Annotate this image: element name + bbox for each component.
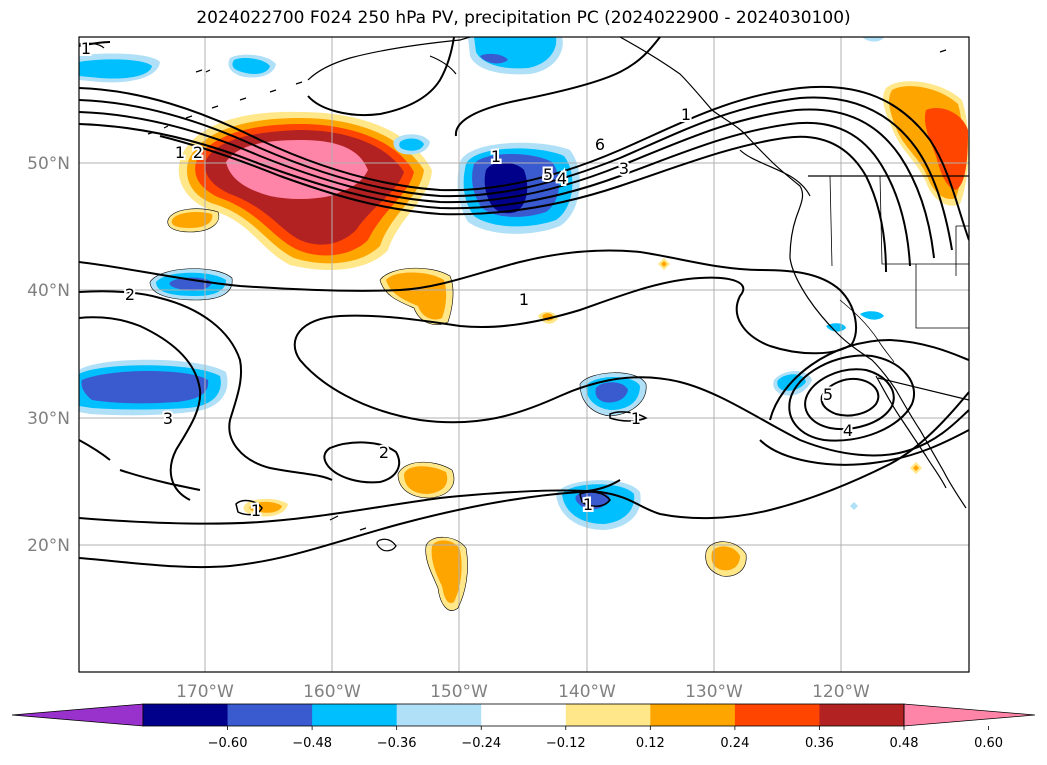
north-america-coast	[619, 37, 967, 509]
colorbar-frame	[142, 703, 905, 727]
contour-label: 5	[823, 385, 833, 404]
alaska-coast	[307, 37, 471, 81]
lat-label: 30°N	[27, 409, 70, 429]
colorbar-segment	[650, 704, 736, 726]
map-title: 2024022700 F024 250 hPa PV, precipitatio…	[196, 8, 851, 28]
lat-label: 40°N	[27, 281, 70, 301]
lon-label: 170°W	[176, 682, 234, 702]
contour-label: 3	[163, 409, 173, 428]
colorbar-segment	[734, 704, 820, 726]
colorbar-tick-label: 0.36	[805, 736, 834, 751]
colorbar-segment	[227, 704, 313, 726]
contour-label: 2	[379, 443, 389, 462]
contour-label: 2	[125, 285, 135, 304]
contour-labels: 1 2 1 1 6 5 4 3 1 2 3 1 1 2 1 1 5 4	[79, 37, 855, 522]
colorbar: −0.60 −0.48 −0.36 −0.24 −0.12 0.12 0.24 0.36 0.4…	[11, 703, 1036, 751]
contour-label: 4	[557, 169, 567, 188]
precip-area-outlines	[149, 208, 747, 611]
colorbar-segment	[143, 704, 229, 726]
lat-label: 20°N	[27, 536, 70, 556]
coastlines	[79, 37, 969, 552]
colorbar-tick-label: −0.36	[377, 736, 417, 751]
colorbar-tick-label: 0.12	[636, 736, 665, 751]
lon-label: 140°W	[558, 682, 616, 702]
contour-label: 1	[583, 495, 593, 514]
lat-label: 50°N	[27, 154, 70, 174]
lon-label: 160°W	[303, 682, 361, 702]
pv-contour-2-hawaii	[323, 441, 401, 484]
us-mexico-border	[877, 377, 969, 401]
pv-contour-closed-low	[788, 354, 915, 442]
contour-label: 2	[193, 143, 203, 162]
pv-contour-1-subtropics	[79, 391, 969, 525]
pv-contour-2-west	[79, 290, 333, 481]
contour-label: 1	[251, 501, 261, 520]
colorbar-segment	[481, 704, 567, 726]
map-frame	[78, 36, 970, 673]
lon-label: 120°W	[812, 682, 870, 702]
hawaii-islands	[329, 515, 397, 552]
contour-label: 1	[681, 105, 691, 124]
colorbar-tick-label: −0.48	[292, 736, 332, 751]
colorbar-segment	[396, 704, 482, 726]
aleutian-islands	[147, 81, 303, 135]
contour-label: 1	[491, 147, 501, 166]
contour-label: 1	[519, 290, 529, 309]
colorbar-extend-min	[11, 703, 144, 727]
pv-contour-north	[454, 37, 661, 137]
contour-label: 1	[175, 143, 185, 162]
longitude-labels: 170°W 160°W 150°W 140°W 130°W 120°W	[176, 682, 870, 702]
lon-label: 150°W	[430, 682, 488, 702]
contour-label: 1	[631, 409, 641, 428]
lon-label: 130°W	[685, 682, 743, 702]
precip-negative-areas	[79, 37, 884, 530]
colorbar-tick-label: 0.24	[720, 736, 749, 751]
colorbar-tick-label: 0.60	[974, 736, 1003, 751]
colorbar-tick-label: −0.60	[208, 736, 248, 751]
colorbar-segment	[565, 704, 651, 726]
baja-california	[875, 375, 947, 489]
colorbar-segment	[819, 704, 905, 726]
contour-label: 3	[619, 159, 629, 178]
pv-contours	[79, 37, 969, 569]
contour-label: 5	[543, 165, 553, 184]
colorbar-tick-label: −0.12	[546, 736, 586, 751]
pv-contour-jet-1	[79, 85, 969, 241]
contour-label: 4	[843, 421, 853, 440]
colorbar-tick-label: −0.24	[461, 736, 501, 751]
contour-label: 6	[595, 135, 605, 154]
colorbar-tick-label: 0.48	[890, 736, 919, 751]
colorbar-segment	[312, 704, 398, 726]
latitude-labels: 50°N 40°N 30°N 20°N	[27, 154, 70, 556]
pv-contour-1-south	[79, 249, 969, 457]
colorbar-extend-max	[903, 703, 1036, 727]
contour-label: 1	[81, 39, 91, 58]
